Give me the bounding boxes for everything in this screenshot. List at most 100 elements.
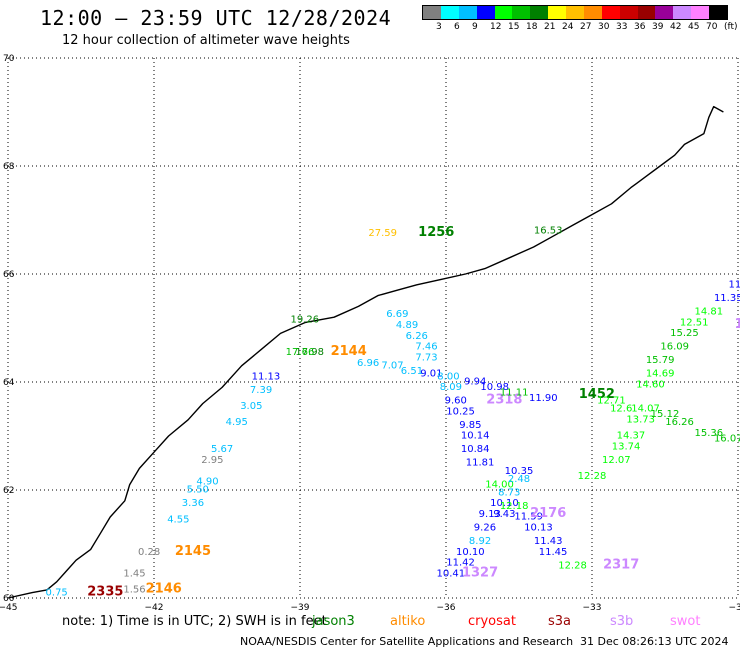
legend-tick-label: 30: [598, 22, 610, 32]
satellite-legend-altiko: altiko: [390, 614, 426, 629]
pass-time-label: 1452: [579, 387, 615, 402]
wave-height-label: 11.11: [500, 388, 529, 399]
wave-height-label: 27.59: [368, 228, 397, 239]
satellite-legend-swot: swot: [670, 614, 701, 629]
legend-swatch: [709, 6, 727, 19]
wave-height-label: 5.50: [187, 485, 209, 496]
wave-height-label: 12.6: [610, 404, 632, 415]
wave-height-label: 6.26: [406, 331, 428, 342]
longitude-label: −42: [145, 603, 164, 613]
generated-timestamp: 31 Dec 08:26:13 UTC 2024: [580, 635, 729, 648]
wave-height-label: 10.35: [505, 466, 534, 477]
legend-swatch: [637, 6, 656, 19]
pass-time-label: 2146: [146, 582, 182, 597]
satellite-legend-s3a: s3a: [548, 614, 572, 629]
legend-swatch: [619, 6, 638, 19]
legend-unit: (ft): [724, 22, 738, 32]
longitude-label: −39: [291, 603, 310, 613]
wave-height-label: 12.28: [558, 560, 587, 571]
wave-height-label: 14.00: [485, 479, 514, 490]
legend-swatch: [673, 6, 692, 19]
wave-height-label: 15.79: [646, 355, 675, 366]
legend-tick-label: 21: [544, 22, 556, 32]
wave-height-label: 15.25: [670, 328, 699, 339]
wave-height-label: 9.26: [474, 523, 496, 534]
wave-height-label: 4.95: [226, 417, 248, 428]
legend-swatch: [440, 6, 459, 19]
latitude-label: 70: [3, 54, 15, 64]
legend-tick-label: 18: [526, 22, 538, 32]
wave-height-label: 11.81: [466, 458, 495, 469]
legend-tick-label: 42: [670, 22, 682, 32]
legend-tick-label: 6: [454, 22, 460, 32]
wave-height-label: 6.69: [386, 309, 408, 320]
latitude-label: 60: [3, 594, 15, 604]
color-legend-bar: [422, 5, 728, 20]
wave-height-label: 9.94: [464, 377, 486, 388]
wave-height-label: 6.96: [357, 358, 379, 369]
wave-height-label: 17.66: [286, 347, 315, 358]
wave-height-label: 16.09: [660, 342, 689, 353]
wave-height-label: 8.00: [437, 371, 459, 382]
wave-height-label: 8.92: [469, 536, 491, 547]
wave-height-label: 9.60: [445, 396, 467, 407]
longitude-label: −45: [0, 603, 18, 613]
wave-height-label: 11.13: [252, 371, 281, 382]
wave-height-label: 0.75: [46, 587, 68, 598]
wave-height-label: 14.81: [694, 307, 723, 318]
pass-time-label: 1325: [735, 317, 740, 332]
latitude-label: 68: [3, 162, 15, 172]
legend-swatch: [512, 6, 531, 19]
latitude-label: 66: [3, 270, 15, 280]
wave-height-label: 2.48: [508, 474, 530, 485]
pass-time-label: 1256: [418, 225, 454, 240]
wave-height-label: 14.60: [636, 379, 665, 390]
wave-height-label: 7.07: [381, 361, 403, 372]
pass-time-label: 2317: [603, 557, 639, 572]
pass-time-label: 2176: [530, 506, 566, 521]
legend-tick-label: 3: [436, 22, 442, 32]
wave-height-label: 8.09: [440, 382, 462, 393]
legend-tick-label: 45: [688, 22, 700, 32]
wave-height-label: 10.10: [456, 547, 485, 558]
credit-text: NOAA/NESDIS Center for Satellite Applica…: [240, 635, 574, 648]
wave-height-label: 11.90: [529, 393, 558, 404]
legend-tick-label: 9: [472, 22, 478, 32]
footer-note: note: 1) Time is in UTC; 2) SWH is in fe…: [62, 614, 327, 629]
wave-height-label: 16.53: [534, 226, 563, 237]
wave-height-label: 15.24: [738, 439, 740, 450]
legend-tick-label: 33: [616, 22, 628, 32]
wave-height-label: 1.56: [123, 585, 145, 596]
wave-height-label: 3.36: [182, 498, 204, 509]
pass-time-label: 2145: [175, 544, 211, 559]
legend-swatch: [458, 6, 477, 19]
wave-height-label: 14.07: [631, 404, 660, 415]
legend-tick-label: 39: [652, 22, 664, 32]
wave-height-label: 17.98: [295, 347, 324, 358]
wave-height-label: 7.73: [415, 352, 437, 363]
satellite-legend-jason3: jason3: [312, 614, 355, 629]
wave-height-label: 14.37: [617, 431, 646, 442]
wave-height-label: 11.42: [446, 558, 475, 569]
satellite-legend-cryosat: cryosat: [468, 614, 516, 629]
pass-time-label: 2144: [331, 344, 367, 359]
wave-height-label: 12.18: [500, 501, 529, 512]
legend-swatch: [655, 6, 674, 19]
satellite-legend-s3b: s3b: [610, 614, 634, 629]
wave-height-label: 9.13: [479, 509, 501, 520]
legend-swatch: [494, 6, 513, 19]
wave-height-label: 9.85: [459, 420, 481, 431]
wave-height-label: 10.25: [446, 406, 475, 417]
wave-height-label: 12.51: [680, 317, 709, 328]
wave-height-label: 10.14: [461, 431, 490, 442]
legend-swatch: [691, 6, 709, 19]
wave-height-label: 11.35: [714, 293, 740, 304]
wave-height-label: 3.05: [240, 401, 262, 412]
legend-tick-label: 70: [706, 22, 718, 32]
latitude-label: 62: [3, 486, 14, 496]
wave-height-label: 10.41: [437, 568, 466, 579]
wave-height-label: 2.95: [201, 455, 223, 466]
wave-height-label: 16.07: [714, 433, 740, 444]
wave-height-label: 7.39: [250, 385, 272, 396]
legend-tick-label: 15: [508, 22, 520, 32]
